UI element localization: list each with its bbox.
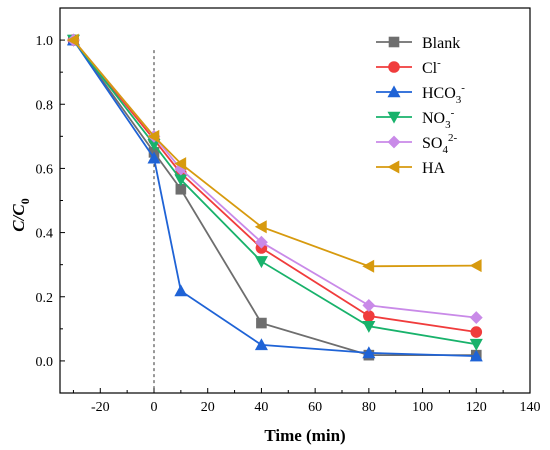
y-tick-label: 0.8	[36, 98, 54, 113]
x-tick-label: 60	[308, 400, 322, 415]
data-point	[470, 326, 483, 338]
data-point	[469, 259, 482, 273]
data-point	[362, 346, 376, 359]
legend-entry: HA	[376, 160, 446, 177]
data-point	[254, 256, 268, 269]
plot-area: -20 0 20 40 60 80 100 120 140 0.0 0.2 0.4 0.6 0.8 1.0	[36, 7, 541, 415]
legend-entry: Blank	[376, 35, 460, 52]
y-axis-title-sub: 0	[18, 198, 32, 204]
series-line	[72, 39, 477, 357]
series-line	[72, 39, 477, 268]
legend-label: NO3-	[422, 107, 455, 131]
series-line	[72, 39, 477, 357]
legend-entry: SO42-	[376, 132, 457, 156]
x-tick-label: 80	[362, 400, 376, 415]
data-point	[255, 235, 268, 249]
data-point	[147, 129, 160, 143]
data-point	[254, 338, 268, 351]
legend: Blank Cl- HCO3-NO3-SO42- HA	[376, 35, 465, 177]
data-point	[469, 338, 483, 351]
y-axis-title: C/C0	[9, 198, 32, 231]
data-point	[174, 157, 187, 171]
data-point	[363, 310, 375, 322]
y-tick-label: 1.0	[36, 34, 54, 49]
y-tick-label: 0.0	[36, 355, 54, 370]
data-point	[362, 298, 376, 312]
series-ha	[66, 33, 482, 273]
series-hco3-	[66, 33, 483, 362]
legend-entry: NO3-	[376, 107, 455, 131]
legend-label: Cl-	[422, 57, 441, 77]
legend-marker	[387, 85, 401, 98]
legend-label: HCO3-	[422, 82, 465, 106]
legend-marker	[387, 160, 400, 174]
series-no3-	[66, 34, 483, 351]
legend-entry: HCO3-	[376, 82, 465, 106]
x-tick-label: 20	[201, 400, 215, 415]
x-tick-label: 40	[254, 400, 268, 415]
series-line	[72, 39, 477, 346]
series-line	[72, 39, 477, 319]
data-point	[362, 320, 376, 333]
x-tick-label: 0	[151, 400, 158, 415]
series-so42-	[67, 33, 483, 325]
legend-label: SO42-	[422, 132, 457, 156]
y-tick-label: 0.4	[36, 227, 54, 242]
x-tick-label: 140	[520, 400, 541, 415]
x-axis-title: Time (min)	[264, 426, 345, 445]
series-line	[72, 39, 477, 333]
data-point	[362, 259, 375, 273]
data-point	[147, 151, 161, 164]
legend-marker	[387, 111, 401, 124]
legend-marker	[388, 36, 400, 48]
y-tick-label: 0.6	[36, 162, 54, 177]
y-axis-title-main: C/C	[9, 204, 28, 232]
data-point	[254, 220, 267, 234]
plot-frame	[59, 7, 531, 394]
data-point	[469, 349, 483, 362]
data-point	[174, 284, 188, 297]
x-tick-label: 100	[412, 400, 433, 415]
legend-label: HA	[422, 160, 446, 177]
x-tick-label: -20	[91, 400, 110, 415]
legend-label: Blank	[422, 35, 460, 52]
x-tick-label: 120	[466, 400, 487, 415]
data-point	[256, 317, 267, 329]
data-point	[66, 33, 79, 47]
legend-marker	[388, 61, 400, 73]
legend-marker	[387, 135, 401, 149]
series-layer	[66, 33, 483, 362]
legend-entry: Cl-	[376, 57, 441, 77]
series-cl-	[67, 34, 483, 338]
data-point	[469, 311, 483, 325]
y-tick-label: 0.2	[36, 291, 54, 306]
